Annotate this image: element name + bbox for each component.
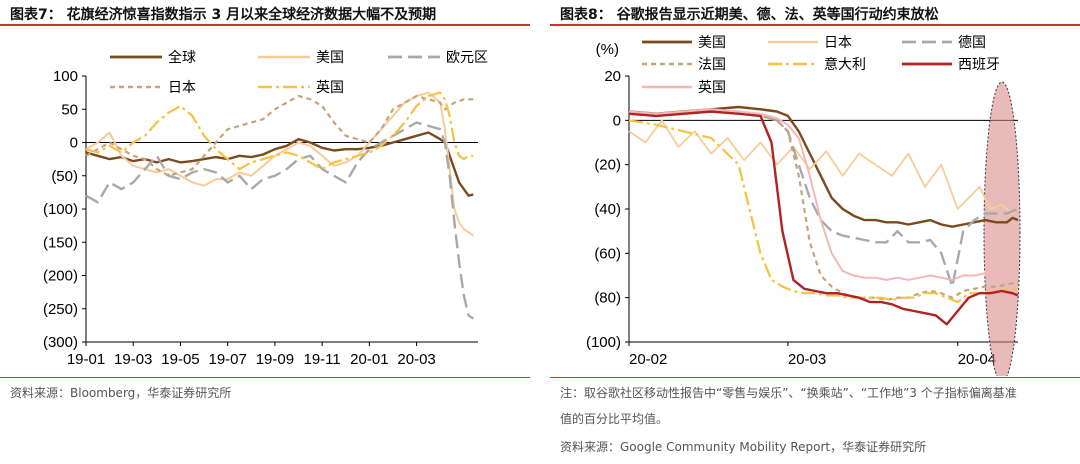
right-note-line1: 注：取谷歌社区移动性报告中“零售与娱乐”、“换乘站”、“工作地”3 个子指标偏离… bbox=[560, 386, 1017, 400]
left-bottom-rule bbox=[0, 377, 530, 378]
y-tick-label: (100) bbox=[43, 201, 78, 218]
legend-label: 英国 bbox=[698, 79, 726, 95]
right-chart: 20 0 (20) (40) (60) (80) (100) 20-02 20-03 20-04 (… bbox=[586, 34, 1021, 376]
y-tick-label: 50 bbox=[61, 101, 78, 118]
right-chart-title: 图表8： 谷歌报告显示近期美、德、法、英等国行动约束放松 bbox=[560, 7, 939, 23]
legend-label: 西班牙 bbox=[958, 56, 1000, 72]
legend-label: 英国 bbox=[316, 79, 344, 95]
x-tick-label: 20-04 bbox=[958, 351, 996, 368]
y-tick-label: (50) bbox=[51, 168, 78, 185]
x-tick-label: 19-03 bbox=[114, 351, 152, 368]
y-tick-label: (40) bbox=[594, 201, 621, 218]
y-tick-label: 100 bbox=[53, 68, 78, 85]
right-source: 资料来源：Google Community Mobility Report，华泰… bbox=[560, 440, 927, 454]
y-tick-label: (150) bbox=[43, 234, 78, 251]
y-tick-label: (100) bbox=[586, 334, 621, 351]
x-tick-label: 20-03 bbox=[788, 351, 826, 368]
left-title-rule bbox=[0, 24, 530, 26]
legend-label: 全球 bbox=[168, 49, 196, 65]
y-tick-label: 0 bbox=[70, 135, 78, 152]
legend-label: 美国 bbox=[316, 49, 344, 65]
right-bottom-rule bbox=[550, 377, 1080, 378]
series-line-5 bbox=[628, 119, 1018, 304]
left-chart: 100 50 0 (50) (100) (150) (200) (250) (300)19-01… bbox=[43, 49, 488, 368]
left-source: 资料来源：Bloomberg，华泰证券研究所 bbox=[10, 386, 232, 400]
series-line-2 bbox=[85, 91, 474, 237]
y-tick-label: 0 bbox=[613, 112, 621, 129]
y-tick-label: (20) bbox=[594, 157, 621, 174]
legend-label: 美国 bbox=[698, 34, 726, 50]
y-tick-label: 20 bbox=[604, 68, 621, 85]
x-tick-label: 20-01 bbox=[350, 351, 388, 368]
legend-label: 法国 bbox=[698, 56, 726, 72]
x-tick-label: 19-09 bbox=[256, 351, 294, 368]
legend-label: 日本 bbox=[824, 34, 852, 50]
y-axis-label: (%) bbox=[596, 41, 619, 58]
series-line-4 bbox=[628, 110, 1019, 301]
y-tick-label: (200) bbox=[43, 268, 78, 285]
x-tick-label: 20-03 bbox=[397, 351, 435, 368]
series-line-3 bbox=[85, 121, 474, 320]
series-line-7 bbox=[628, 108, 1019, 281]
series-line-4 bbox=[85, 94, 474, 177]
right-title-rule bbox=[550, 24, 1080, 26]
x-tick-label: 20-02 bbox=[629, 351, 667, 368]
series-line-1 bbox=[85, 131, 474, 197]
legend-label: 意大利 bbox=[824, 56, 866, 72]
y-tick-label: (60) bbox=[594, 245, 621, 262]
left-chart-title: 图表7： 花旗经济惊喜指数指示 3 月以来全球经济数据大幅不及预期 bbox=[10, 7, 437, 23]
x-tick-label: 19-05 bbox=[161, 351, 199, 368]
series-line-1 bbox=[628, 105, 1019, 228]
x-tick-label: 19-11 bbox=[304, 351, 341, 368]
legend-label: 欧元区 bbox=[446, 49, 488, 65]
series-line-2 bbox=[628, 119, 1019, 215]
y-tick-label: (80) bbox=[594, 290, 621, 307]
series-line-5 bbox=[85, 91, 474, 171]
legend-label: 日本 bbox=[168, 79, 196, 95]
y-tick-label: (250) bbox=[43, 301, 78, 318]
highlight-ellipse bbox=[983, 81, 1021, 376]
series-line-6 bbox=[628, 110, 1019, 326]
right-note-line2: 值的百分比平均值。 bbox=[560, 412, 669, 426]
y-tick-label: (300) bbox=[43, 334, 78, 351]
x-tick-label: 19-01 bbox=[67, 351, 105, 368]
legend-label: 德国 bbox=[958, 34, 986, 50]
x-tick-label: 19-07 bbox=[208, 351, 246, 368]
